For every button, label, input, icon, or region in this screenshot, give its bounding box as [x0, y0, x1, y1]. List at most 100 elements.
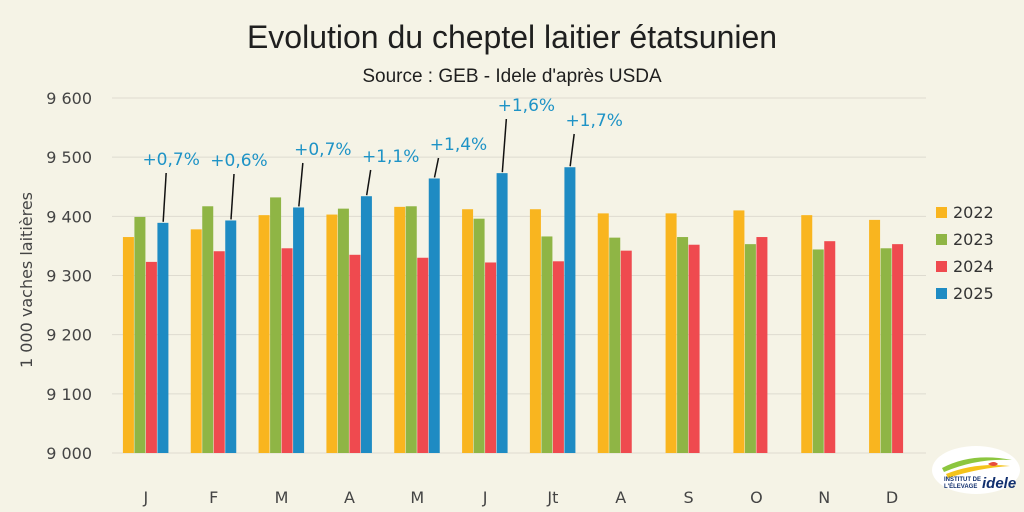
- bar-2023: [337, 208, 349, 453]
- x-tick-label: F: [209, 488, 218, 507]
- bar-2022: [258, 215, 270, 453]
- bar-2025: [360, 196, 372, 453]
- chart-subtitle: Source : GEB - Idele d'après USDA: [362, 66, 662, 87]
- bar-2024: [756, 237, 768, 453]
- legend: 2022 2023 2024 2025: [936, 203, 994, 303]
- grid-lines: [112, 97, 926, 454]
- y-axis-label: 1 000 vaches laitières: [17, 192, 36, 368]
- y-axis-ticks: 9 000 9 100 9 200 9 300 9 400 9 500 9 600: [46, 89, 92, 463]
- y-tick-label: 9 500: [46, 148, 92, 167]
- x-tick-label: J: [482, 488, 488, 507]
- bar-2023: [744, 244, 756, 453]
- logo-swoosh-yellow: [946, 465, 1010, 478]
- bar-2024: [620, 250, 632, 453]
- legend-swatch-2023: [936, 234, 947, 245]
- annotation-leader: [433, 157, 440, 178]
- annotation-label: +1,1%: [362, 147, 419, 167]
- legend-swatch-2024: [936, 261, 947, 272]
- bar-2023: [609, 237, 621, 453]
- bar-2025: [293, 207, 305, 453]
- annotation-label: +0,6%: [210, 151, 267, 171]
- bar-2024: [145, 261, 157, 453]
- logo-name: idele: [982, 475, 1016, 492]
- bar-2023: [405, 206, 417, 453]
- idele-logo: INSTITUT DE L'ÉLEVAGE idele: [932, 446, 1020, 494]
- bar-2025: [225, 220, 237, 453]
- bar-2022: [597, 213, 609, 453]
- x-tick-label: O: [750, 488, 763, 507]
- annotation-label: +0,7%: [142, 150, 199, 170]
- legend-label-2024: 2024: [953, 257, 994, 276]
- bar-2024: [349, 254, 361, 453]
- bar-2023: [473, 218, 485, 453]
- logo-line1: INSTITUT DE: [944, 477, 981, 483]
- annotation-label: +1,7%: [565, 111, 622, 131]
- x-tick-label: A: [615, 488, 626, 507]
- bar-2023: [134, 216, 146, 453]
- bar-2025: [157, 222, 169, 453]
- bar-2024: [281, 248, 293, 453]
- x-tick-label: A: [344, 488, 355, 507]
- bar-2023: [677, 237, 689, 453]
- y-tick-label: 9 400: [46, 207, 92, 226]
- x-tick-label: S: [684, 488, 694, 507]
- bar-2024: [892, 244, 904, 453]
- bar-2023: [202, 206, 214, 453]
- legend-label-2022: 2022: [953, 203, 994, 222]
- x-axis-ticks: J F M A M J Jt A S O N D: [143, 488, 899, 507]
- annotation-leader: [501, 118, 508, 173]
- bar-2024: [213, 251, 225, 453]
- logo-swoosh-green: [942, 457, 1012, 472]
- bar-2022: [665, 213, 677, 453]
- x-tick-label: N: [818, 488, 830, 507]
- annotation-leader: [298, 162, 304, 207]
- bar-2023: [541, 236, 553, 453]
- bars: [122, 167, 904, 453]
- bar-2022: [326, 214, 338, 453]
- bar-2022: [462, 209, 474, 453]
- bar-2024: [417, 257, 429, 453]
- bar-2024: [552, 261, 564, 453]
- legend-label-2025: 2025: [953, 284, 994, 303]
- bar-2022: [190, 229, 202, 453]
- logo-swoosh-red: [988, 462, 998, 466]
- annotation-leader: [162, 172, 167, 222]
- bar-2024: [485, 262, 497, 453]
- bar-2024: [824, 241, 836, 453]
- bar-2025: [496, 173, 508, 453]
- y-tick-label: 9 200: [46, 326, 92, 345]
- x-tick-label: D: [886, 488, 898, 507]
- y-tick-label: 9 600: [46, 89, 92, 108]
- bar-2025: [564, 167, 576, 453]
- chart-title: Evolution du cheptel laitier étatsunien: [247, 19, 777, 55]
- legend-swatch-2025: [936, 288, 947, 299]
- x-tick-label: M: [410, 488, 424, 507]
- logo-line2: L'ÉLEVAGE: [944, 482, 977, 490]
- annotation-label: +0,7%: [294, 140, 351, 160]
- bar-2024: [688, 244, 700, 453]
- legend-swatch-2022: [936, 207, 947, 218]
- y-tick-label: 9 000: [46, 444, 92, 463]
- legend-label-2023: 2023: [953, 230, 994, 249]
- annotation-leader: [365, 169, 372, 196]
- bar-2022: [869, 219, 881, 453]
- bar-2022: [801, 215, 813, 453]
- bar-2023: [812, 249, 824, 453]
- x-tick-label: M: [275, 488, 289, 507]
- bar-2022: [529, 209, 541, 453]
- y-tick-label: 9 300: [46, 267, 92, 286]
- annotation-leader: [569, 133, 575, 167]
- bar-2022: [733, 210, 745, 453]
- annotation-label: +1,4%: [430, 135, 487, 155]
- annotation-label: +1,6%: [498, 96, 555, 116]
- bar-2022: [394, 206, 406, 453]
- x-tick-label: J: [143, 488, 149, 507]
- annotation-leader: [230, 173, 235, 220]
- annotations: +0,7% +0,6% +0,7% +1,1% +1,4% +1,6% +1,7%: [142, 96, 623, 222]
- bar-2023: [880, 248, 892, 453]
- bar-2022: [122, 237, 134, 453]
- x-tick-label: Jt: [546, 488, 558, 507]
- bar-2023: [270, 197, 282, 453]
